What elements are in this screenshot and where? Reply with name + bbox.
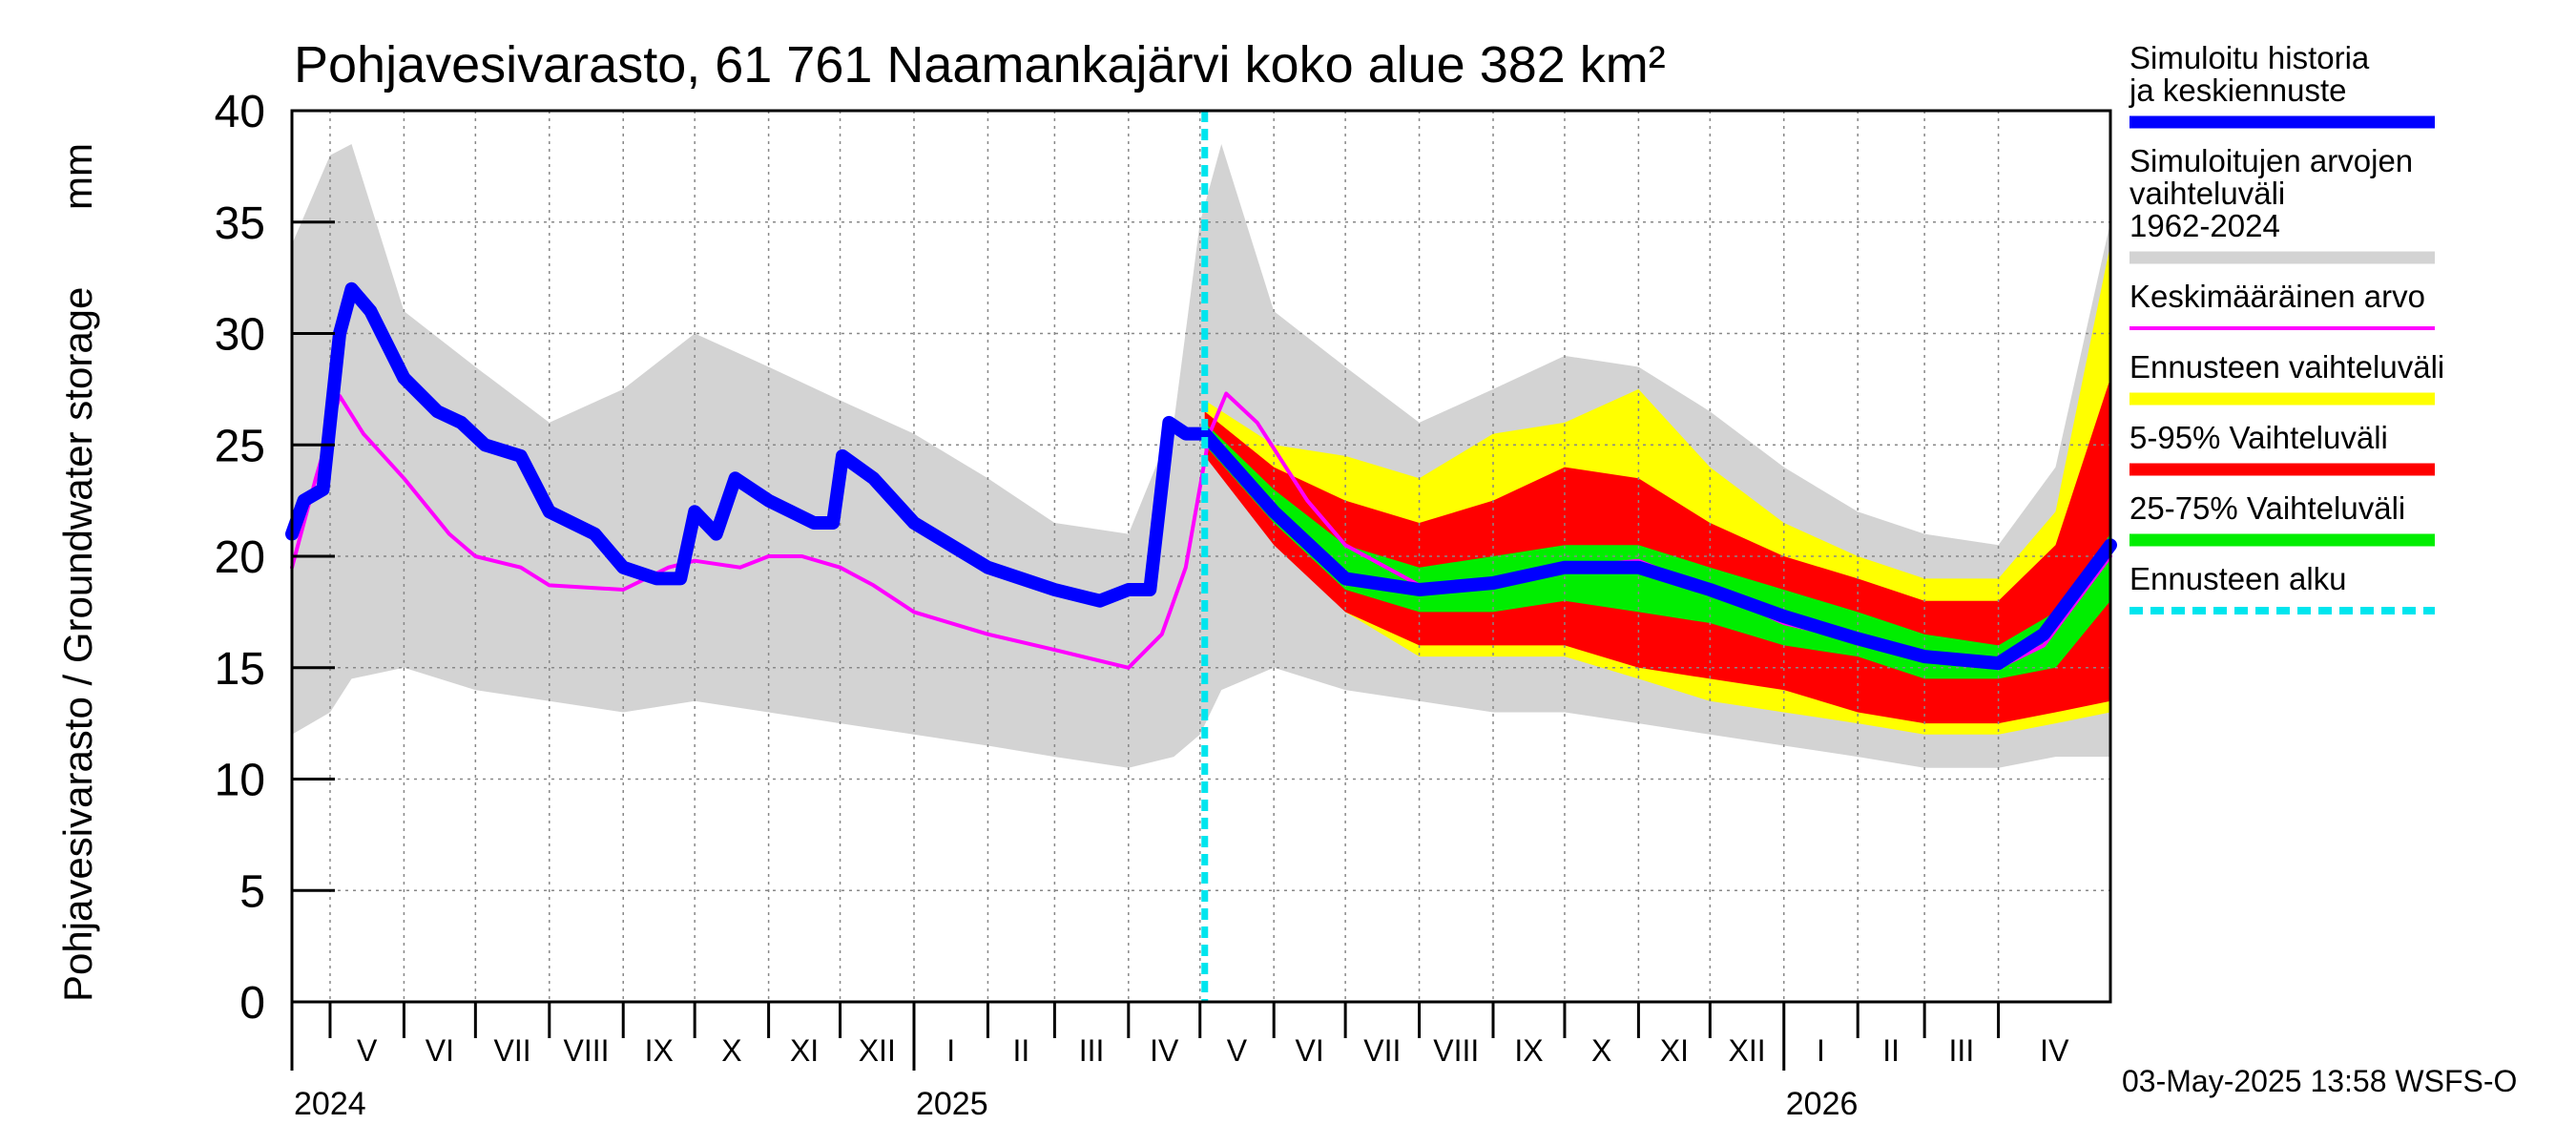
y-axis-label: Pohjavesivarasto / Groundwater storage (55, 287, 100, 1002)
bands-layer (292, 144, 2110, 768)
x-tick-label: II (1013, 1033, 1030, 1068)
timestamp-label: 03-May-2025 13:58 WSFS-O (2122, 1064, 2517, 1098)
x-tick-label: III (1079, 1033, 1105, 1068)
legend-label: 25-75% Vaihteluväli (2129, 490, 2405, 526)
x-tick-label: VIII (563, 1033, 609, 1068)
y-axis-unit: mm (55, 143, 100, 210)
y-tick-label: 40 (215, 87, 265, 137)
x-tick-label: VIII (1433, 1033, 1479, 1068)
x-tick-label: IV (1150, 1033, 1179, 1068)
y-tick-label: 10 (215, 756, 265, 806)
x-tick-label: X (721, 1033, 741, 1068)
x-tick-label: X (1591, 1033, 1611, 1068)
x-tick-label: IX (1514, 1033, 1543, 1068)
year-label: 2024 (294, 1086, 366, 1122)
x-axis: V VI VII VIII IX X XI XII I II III IV V VI VII VIII IX X X… (290, 1002, 2069, 1122)
y-axis: 0 5 10 15 20 25 30 35 40 (215, 87, 335, 1029)
x-tick-label: III (1949, 1033, 1975, 1068)
x-tick-label: XI (790, 1033, 819, 1068)
year-label: 2026 (1786, 1086, 1859, 1122)
plot-area (285, 109, 2117, 1004)
legend-label: 5-95% Vaihteluväli (2129, 420, 2388, 455)
y-tick-label: 0 (239, 978, 265, 1029)
legend-label: 1962-2024 (2129, 208, 2280, 243)
x-tick-label: II (1882, 1033, 1900, 1068)
x-tick-label: VI (426, 1033, 454, 1068)
y-tick-label: 5 (239, 866, 265, 917)
x-tick-label: XII (1728, 1033, 1765, 1068)
x-tick-label: V (357, 1033, 378, 1068)
legend-label: Simuloitujen arvojen (2129, 143, 2413, 178)
x-tick-label: XII (859, 1033, 896, 1068)
x-tick-label: I (946, 1033, 955, 1068)
x-tick-label: VII (1363, 1033, 1401, 1068)
year-label: 2025 (916, 1086, 988, 1122)
x-tick-label: I (1817, 1033, 1825, 1068)
x-tick-label: VII (494, 1033, 531, 1068)
legend-label: Ennusteen vaihteluväli (2129, 349, 2444, 385)
legend-label: Keskimääräinen arvo (2129, 279, 2425, 314)
legend-label: ja keskiennuste (2129, 73, 2346, 108)
x-tick-label: V (1227, 1033, 1248, 1068)
x-tick-label: IV (2040, 1033, 2069, 1068)
y-tick-label: 30 (215, 310, 265, 361)
y-tick-label: 25 (215, 421, 265, 471)
line-simuloitu-historia-ja-keskiennuste (285, 281, 2117, 671)
x-tick-label: VI (1296, 1033, 1324, 1068)
y-tick-label: 15 (215, 644, 265, 695)
legend-label: Ennusteen alku (2129, 561, 2347, 596)
chart-title: Pohjavesivarasto, 61 761 Naamankajärvi k… (294, 36, 1666, 94)
y-tick-label: 35 (215, 198, 265, 249)
legend-label: vaihteluväli (2129, 176, 2285, 211)
legend-label: Simuloitu historia (2129, 40, 2370, 75)
x-tick-label: IX (645, 1033, 674, 1068)
x-tick-label: XI (1660, 1033, 1689, 1068)
y-tick-label: 20 (215, 532, 265, 583)
lines-layer (285, 281, 2117, 671)
